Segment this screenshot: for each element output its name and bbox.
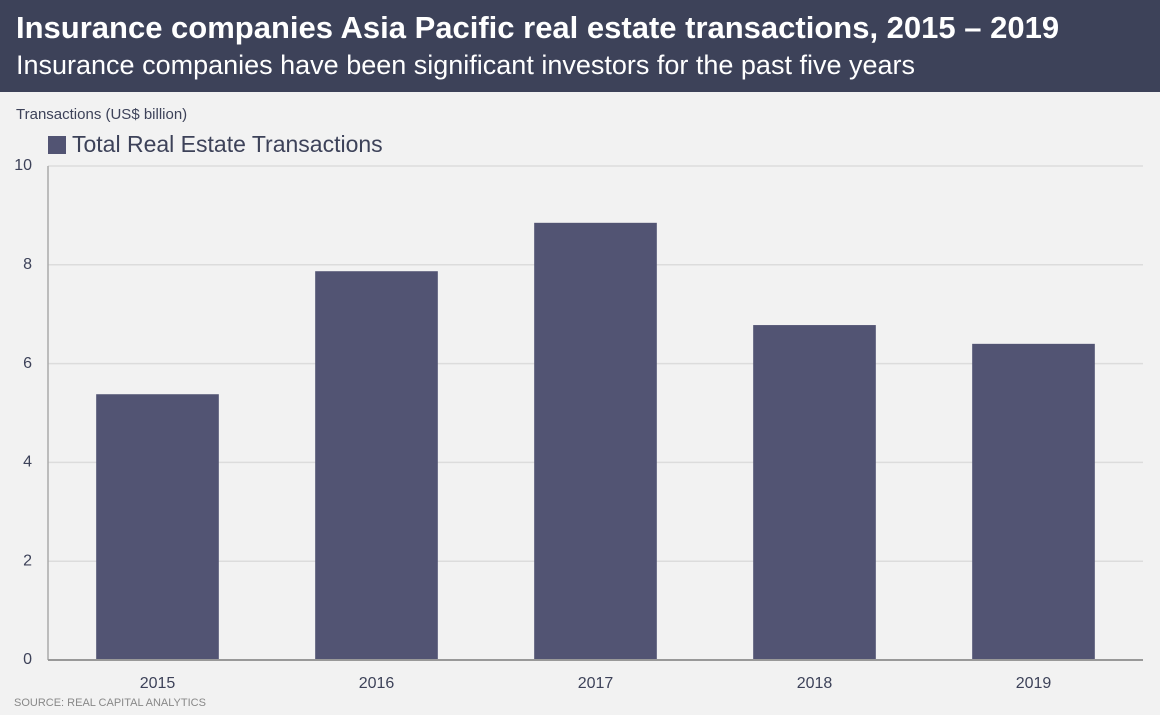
chart-subtitle: Insurance companies have been significan…	[16, 50, 915, 80]
legend-label: Total Real Estate Transactions	[72, 131, 383, 157]
y-tick-label: 6	[23, 355, 32, 372]
y-tick-label: 0	[23, 651, 32, 668]
bar	[96, 394, 219, 660]
y-tick-label: 8	[23, 256, 32, 273]
chart-title: Insurance companies Asia Pacific real es…	[16, 10, 1059, 45]
bar	[534, 222, 657, 660]
bar	[315, 271, 438, 660]
x-tick-label: 2018	[797, 675, 833, 692]
x-tick-label: 2016	[359, 675, 395, 692]
source: SOURCE: REAL CAPITAL ANALYTICS	[14, 697, 206, 709]
x-tick-label: 2019	[1016, 675, 1052, 692]
legend-swatch	[48, 136, 66, 154]
y-tick-label: 10	[14, 157, 32, 174]
y-tick-label: 4	[23, 454, 32, 471]
y-tick-label: 2	[23, 552, 32, 569]
bar	[753, 325, 876, 660]
header-band	[0, 0, 1160, 92]
y-axis-label: Transactions (US$ billion)	[16, 106, 187, 123]
x-tick-label: 2015	[140, 675, 176, 692]
x-tick-label: 2017	[578, 675, 614, 692]
bar	[972, 343, 1095, 660]
